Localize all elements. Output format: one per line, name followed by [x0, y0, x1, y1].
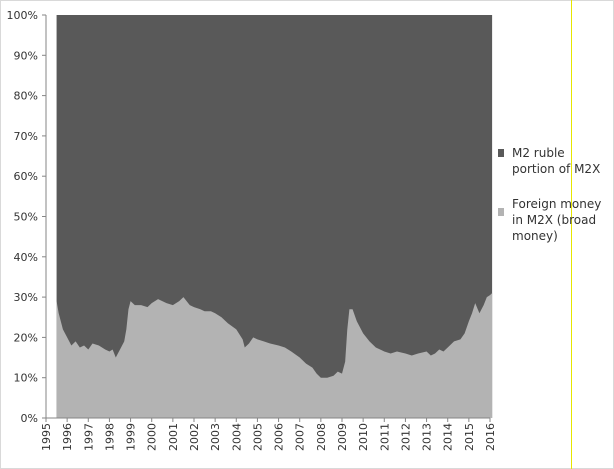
x-tick-label: 1995 — [40, 423, 53, 451]
x-tick-label: 2015 — [463, 423, 476, 451]
y-tick-label: 80% — [14, 90, 38, 103]
x-tick-label: 2008 — [315, 423, 328, 451]
vertical-guide-line — [571, 0, 572, 469]
x-tick-label: 2010 — [357, 423, 370, 451]
x-tick-label: 2012 — [399, 423, 412, 451]
x-tick-label: 2003 — [209, 423, 222, 451]
y-tick-label: 40% — [14, 251, 38, 264]
legend-swatch-foreign — [498, 208, 504, 216]
legend-label-foreign: Foreign money in M2X (broad money) — [512, 197, 602, 243]
y-tick-labels: 0% 10% 20% 30% 40% 50% 60% 70% 80% 90% 100% — [7, 9, 38, 425]
area-series — [56, 15, 493, 418]
y-tick-label: 0% — [21, 412, 38, 425]
y-tick-label: 90% — [14, 49, 38, 62]
area-foreign-money — [56, 293, 493, 418]
x-tick-label: 2016 — [484, 423, 497, 451]
legend-label-ruble: M2 ruble portion of M2X — [512, 146, 601, 176]
x-tick-label: 2002 — [188, 423, 201, 451]
x-tick-label: 2009 — [336, 423, 349, 451]
x-tick-label: 2014 — [442, 423, 455, 451]
x-tick-label: 2000 — [146, 423, 159, 451]
x-tick-label: 2007 — [294, 423, 307, 451]
y-tick-label: 50% — [14, 211, 38, 224]
x-tick-label: 2004 — [230, 423, 243, 451]
y-tick-label: 60% — [14, 170, 38, 183]
x-tick-label: 1998 — [103, 423, 116, 451]
y-tick-label: 70% — [14, 130, 38, 143]
x-tick-label: 2001 — [167, 423, 180, 451]
x-tick-label: 2013 — [421, 423, 434, 451]
x-tick-label: 2005 — [251, 423, 264, 451]
y-tick-label: 20% — [14, 331, 38, 344]
y-tick-label: 10% — [14, 372, 38, 385]
x-tick-label: 2006 — [273, 423, 286, 451]
x-tick-label: 1999 — [125, 423, 138, 451]
x-tick-label: 1996 — [61, 423, 74, 451]
y-tick-label: 30% — [14, 291, 38, 304]
legend-swatch-ruble — [498, 149, 504, 157]
y-tick-label: 100% — [7, 9, 38, 22]
axes — [42, 14, 491, 422]
x-tick-labels: 1995 1996 1997 1998 1999 2000 2001 2002 2003 2004… — [40, 423, 497, 451]
x-tick-label: 2011 — [378, 423, 391, 451]
x-tick-label: 1997 — [82, 423, 95, 451]
